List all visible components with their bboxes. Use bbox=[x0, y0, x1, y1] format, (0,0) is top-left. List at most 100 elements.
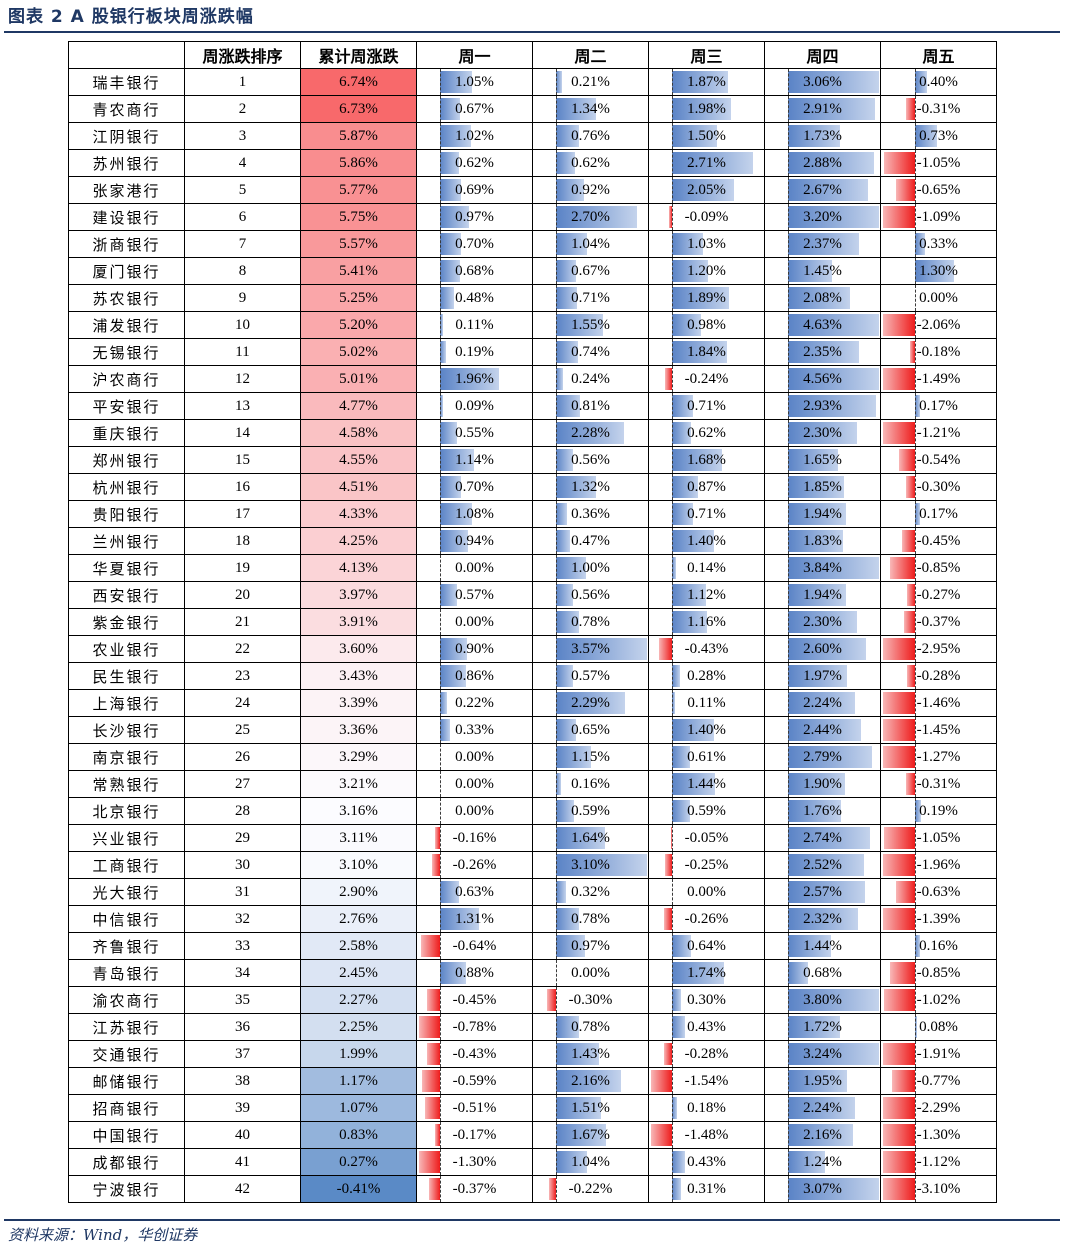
data-bar bbox=[905, 773, 915, 795]
rank-cell: 13 bbox=[184, 392, 301, 420]
daily-change-label: 0.92% bbox=[571, 182, 610, 198]
daily-change-cell: -0.85% bbox=[880, 554, 997, 582]
data-bar bbox=[788, 422, 857, 444]
bank-name-cell: 中信银行 bbox=[68, 905, 185, 933]
data-bar-axis bbox=[915, 1014, 916, 1040]
daily-change-cell: -2.29% bbox=[880, 1094, 997, 1122]
bank-name-cell: 重庆银行 bbox=[68, 419, 185, 447]
data-bar-axis bbox=[440, 393, 441, 419]
daily-change-label: 1.98% bbox=[687, 101, 726, 117]
data-bar bbox=[883, 1097, 915, 1119]
cumulative-change-cell: 3.43% bbox=[300, 662, 417, 690]
bank-name-cell: 紫金银行 bbox=[68, 608, 185, 636]
table-row: 青岛银行 34 2.45% 0.88% 0.00% 1.74% 0.68% -0.85% bbox=[68, 959, 997, 987]
daily-change-cell: 0.16% bbox=[880, 932, 997, 960]
daily-change-label: 0.00% bbox=[919, 290, 958, 306]
daily-change-cell: 1.16% bbox=[648, 608, 765, 636]
data-bar-axis bbox=[915, 204, 916, 230]
daily-change-label: 3.10% bbox=[571, 857, 610, 873]
data-bar bbox=[788, 611, 857, 633]
daily-change-cell: -0.09% bbox=[648, 203, 765, 231]
data-bar-axis bbox=[556, 501, 557, 527]
bank-name-cell: 成都银行 bbox=[68, 1148, 185, 1176]
cumulative-change-cell: 4.77% bbox=[300, 392, 417, 420]
daily-change-label: 1.04% bbox=[571, 1154, 610, 1170]
rank-cell: 30 bbox=[184, 851, 301, 879]
table-row: 南京银行 26 3.29% 0.00% 1.15% 0.61% 2.79% -1.27% bbox=[68, 743, 997, 771]
cumulative-change-cell: 5.20% bbox=[300, 311, 417, 339]
rank-cell: 26 bbox=[184, 743, 301, 771]
data-bar-axis bbox=[672, 744, 673, 770]
data-bar bbox=[672, 314, 702, 336]
daily-change-cell: 2.16% bbox=[764, 1121, 881, 1149]
data-bar bbox=[556, 827, 606, 849]
data-bar-axis bbox=[915, 852, 916, 878]
daily-change-label: -0.51% bbox=[452, 1100, 497, 1116]
daily-change-label: 0.19% bbox=[455, 344, 494, 360]
daily-change-label: 1.15% bbox=[571, 749, 610, 765]
data-bar-axis bbox=[440, 879, 441, 905]
data-bar bbox=[440, 476, 461, 498]
rank-cell: 18 bbox=[184, 527, 301, 555]
data-bar bbox=[556, 908, 580, 930]
daily-change-cell: 2.67% bbox=[764, 176, 881, 204]
daily-change-cell: 0.68% bbox=[416, 257, 533, 285]
data-bar bbox=[556, 1124, 607, 1146]
daily-change-cell: -0.65% bbox=[880, 176, 997, 204]
data-bar-axis bbox=[556, 771, 557, 797]
data-bar-axis bbox=[672, 204, 673, 230]
daily-change-label: 2.32% bbox=[803, 911, 842, 927]
table-row: 青农商行 2 6.73% 0.67% 1.34% 1.98% 2.91% -0.31% bbox=[68, 95, 997, 123]
daily-change-cell: -1.48% bbox=[648, 1121, 765, 1149]
data-bar-axis bbox=[788, 204, 789, 230]
data-bar-axis bbox=[672, 771, 673, 797]
data-bar bbox=[672, 800, 690, 822]
data-bar-axis bbox=[788, 447, 789, 473]
daily-change-cell: 0.00% bbox=[416, 770, 533, 798]
table-row: 苏农银行 9 5.25% 0.48% 0.71% 1.89% 2.08% 0.00% bbox=[68, 284, 997, 312]
data-bar bbox=[556, 503, 567, 525]
daily-change-label: -1.45% bbox=[916, 722, 961, 738]
data-bar bbox=[556, 206, 637, 228]
data-bar bbox=[915, 260, 954, 282]
daily-change-label: 0.57% bbox=[571, 668, 610, 684]
rank-cell: 37 bbox=[184, 1040, 301, 1068]
rank-cell: 17 bbox=[184, 500, 301, 528]
bank-name-cell: 郑州银行 bbox=[68, 446, 185, 474]
data-bar-axis bbox=[788, 663, 789, 689]
daily-change-label: -0.65% bbox=[916, 182, 961, 198]
data-bar-axis bbox=[440, 798, 441, 824]
table-row: 中信银行 32 2.76% 1.31% 0.78% -0.26% 2.32% -1.39% bbox=[68, 905, 997, 933]
daily-change-cell: -0.25% bbox=[648, 851, 765, 879]
daily-change-cell: 1.94% bbox=[764, 581, 881, 609]
rank-cell: 20 bbox=[184, 581, 301, 609]
data-bar bbox=[556, 746, 591, 768]
data-bar-axis bbox=[556, 663, 557, 689]
daily-change-cell: 2.32% bbox=[764, 905, 881, 933]
data-bar bbox=[788, 1178, 879, 1200]
data-bar-axis bbox=[556, 150, 557, 176]
cumulative-change-cell: 5.41% bbox=[300, 257, 417, 285]
daily-change-cell: -0.22% bbox=[532, 1175, 649, 1203]
daily-change-label: -0.25% bbox=[684, 857, 729, 873]
daily-change-label: -0.64% bbox=[452, 938, 497, 954]
daily-change-cell: 3.80% bbox=[764, 986, 881, 1014]
table-row: 招商银行 39 1.07% -0.51% 1.51% 0.18% 2.24% -2.29% bbox=[68, 1094, 997, 1122]
data-bar bbox=[420, 935, 440, 957]
data-bar-axis bbox=[556, 420, 557, 446]
daily-change-cell: 2.88% bbox=[764, 149, 881, 177]
data-bar bbox=[664, 854, 672, 876]
daily-change-cell: 0.64% bbox=[648, 932, 765, 960]
daily-change-label: 0.00% bbox=[455, 560, 494, 576]
data-bar bbox=[672, 503, 694, 525]
daily-change-cell: 2.44% bbox=[764, 716, 881, 744]
daily-change-cell: -0.43% bbox=[648, 635, 765, 663]
cumulative-change-cell: 3.39% bbox=[300, 689, 417, 717]
data-bar bbox=[670, 827, 672, 849]
table-row: 贵阳银行 17 4.33% 1.08% 0.36% 0.71% 1.94% 0.17% bbox=[68, 500, 997, 528]
data-bar bbox=[672, 1097, 678, 1119]
daily-change-label: 0.16% bbox=[919, 938, 958, 954]
data-bar bbox=[788, 638, 866, 660]
data-bar bbox=[556, 935, 586, 957]
daily-change-label: 1.44% bbox=[803, 938, 842, 954]
